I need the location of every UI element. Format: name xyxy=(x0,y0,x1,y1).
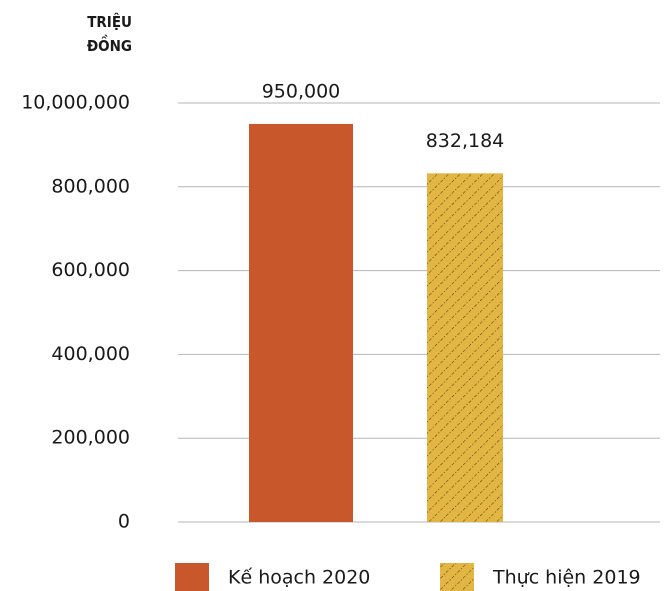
data-label: 950,000 xyxy=(262,80,341,102)
y-tick-label: 800,000 xyxy=(51,175,130,197)
legend-swatch xyxy=(175,563,209,591)
y-tick-label: 0 xyxy=(118,511,130,533)
legend-swatch xyxy=(440,563,474,591)
legend-label: Kế hoạch 2020 xyxy=(228,567,370,589)
bar xyxy=(249,123,353,522)
y-tick-label: 200,000 xyxy=(51,427,130,449)
y-tick-label: 600,000 xyxy=(51,259,130,281)
bar xyxy=(427,173,503,522)
y-tick-label: 400,000 xyxy=(51,343,130,365)
legend-label: Thực hiện 2019 xyxy=(492,567,641,589)
y-axis-title: TRIỆU ĐỒNG xyxy=(86,13,132,55)
data-label: 832,184 xyxy=(426,130,505,152)
y-tick-label: 10,000,000 xyxy=(21,92,130,114)
